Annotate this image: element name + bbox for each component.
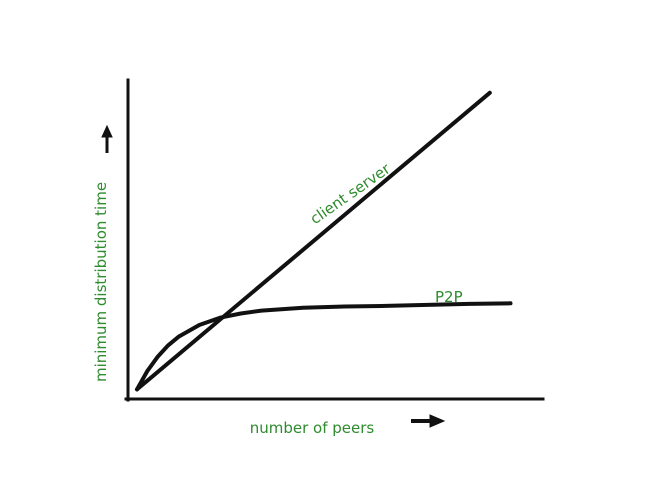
x-axis-label: number of peers xyxy=(250,419,375,437)
series-label-p2p: P2P xyxy=(435,288,463,306)
series-label-client-server: client server xyxy=(307,159,395,228)
series-line-p2p xyxy=(135,301,513,392)
series-layer xyxy=(135,90,513,392)
x-axis-arrow-icon xyxy=(411,414,446,428)
series-line-client-server xyxy=(135,90,492,392)
y-axis-arrow-icon xyxy=(101,124,113,153)
y-axis-label: minimum distribution time xyxy=(92,182,110,382)
